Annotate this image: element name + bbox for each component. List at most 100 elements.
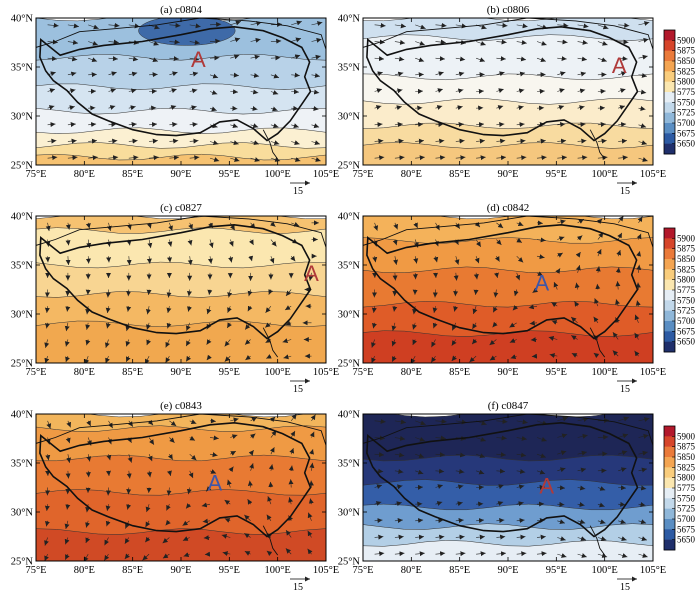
wind-vector: [618, 501, 626, 507]
colorbar-swatch: [664, 488, 675, 499]
wind-vector: [638, 553, 648, 558]
wind-vector: [618, 39, 629, 45]
wind-vector: [393, 256, 399, 265]
wind-vector: [516, 237, 523, 243]
wind-vector: [374, 105, 382, 110]
wind-vector: [108, 122, 117, 128]
plateau-boundary: [39, 25, 312, 142]
wind-vector: [228, 239, 234, 247]
wind-vector: [127, 420, 134, 427]
wind-vector: [634, 350, 640, 357]
wind-vector: [392, 306, 398, 312]
colorbar-label: 5900: [677, 431, 696, 441]
wind-vector: [209, 469, 217, 474]
wind-vector: [471, 338, 478, 345]
wind-vector: [291, 157, 301, 162]
wind-vector: [46, 420, 52, 429]
wind-vector: [167, 239, 173, 247]
wind-vector: [88, 24, 99, 30]
wind-vector: [285, 548, 292, 555]
wind-vector: [230, 417, 239, 423]
y-tick-label: 25°N: [338, 557, 361, 568]
contour-band: [363, 454, 653, 486]
y-tick-label: 40°N: [338, 410, 361, 421]
wind-vector: [186, 289, 192, 297]
wind-vector: [268, 464, 274, 471]
wind-vector: [455, 468, 465, 474]
x-tick-label: 100°E: [591, 565, 617, 576]
wind-vector: [128, 105, 136, 111]
wind-vector: [593, 316, 599, 323]
wind-vector: [166, 487, 172, 496]
wind-vector: [475, 453, 486, 459]
wind-vector: [307, 512, 313, 521]
wind-vector: [394, 452, 405, 458]
wind-vector: [267, 496, 272, 505]
colorbar-swatch: [664, 123, 675, 134]
wind-vector: [435, 501, 443, 506]
country-border: [36, 414, 326, 446]
wind-vector: [266, 550, 273, 556]
colorbar-swatch: [664, 331, 675, 342]
wind-vector: [455, 501, 463, 507]
x-tick-label: 95°E: [546, 169, 567, 180]
wind-vector: [224, 339, 231, 347]
contour-band: [36, 320, 326, 363]
map-panel-5: 75°E 80°E 85°E 90°E 95°E 100°E 105°E 40°N 35°N 30…: [11, 400, 339, 593]
wind-vector: [597, 138, 607, 144]
x-tick-label: 80°E: [401, 169, 422, 180]
wind-vector: [285, 529, 292, 538]
wind-vector: [394, 23, 406, 29]
wind-vector: [516, 88, 525, 94]
wind-vector: [413, 256, 419, 264]
wind-vector: [230, 72, 239, 78]
wind-vector: [148, 57, 159, 63]
wind-vector: [64, 537, 70, 545]
y-tick-label: 25°N: [11, 161, 34, 172]
wind-vector: [435, 71, 444, 77]
wind-vector: [291, 72, 300, 78]
wind-vector: [207, 256, 213, 264]
wind-vector: [248, 255, 254, 262]
wind-vector: [472, 306, 478, 315]
x-tick-label: 80°E: [401, 367, 422, 378]
wind-vector: [226, 322, 232, 329]
wind-vector: [394, 534, 404, 540]
wind-vector: [374, 484, 383, 490]
wind-vector: [636, 264, 642, 273]
wind-vector: [597, 122, 606, 128]
colorbar-swatch: [664, 321, 675, 332]
colorbar-swatch: [664, 61, 675, 72]
contour-band: [363, 18, 653, 41]
wind-vector: [128, 138, 138, 144]
wind-vector: [308, 498, 314, 505]
wind-vector: [169, 138, 179, 144]
wind-vector: [374, 551, 385, 557]
wind-vector: [230, 20, 242, 26]
contour-band: [36, 142, 326, 161]
wind-vector: [435, 452, 445, 458]
wind-vector: [516, 39, 527, 45]
wind-vector: [47, 22, 59, 28]
colorbar: 5900587558505825580057755750572557005675…: [663, 29, 696, 155]
wind-vector: [224, 499, 231, 505]
colorbar-label: 5775: [677, 285, 696, 295]
colorbar-label: 5825: [677, 462, 696, 472]
wind-vector: [126, 289, 132, 297]
wind-vector: [270, 239, 277, 247]
wind-vector: [548, 336, 558, 341]
wind-vector: [126, 470, 132, 479]
wind-vector: [496, 435, 507, 441]
colorbar-swatch: [664, 341, 675, 353]
wind-vector: [189, 88, 198, 94]
wind-vector: [618, 22, 630, 28]
x-tick-label: 85°E: [449, 169, 470, 180]
wind-vector: [282, 338, 292, 344]
wind-vector: [189, 71, 199, 77]
colorbar-label: 5900: [677, 35, 696, 45]
wind-vector: [67, 155, 78, 161]
wind-vector: [230, 54, 240, 60]
colorbar: 5900587558505825580057755750572557005675…: [663, 425, 696, 551]
wind-vector: [493, 289, 499, 298]
